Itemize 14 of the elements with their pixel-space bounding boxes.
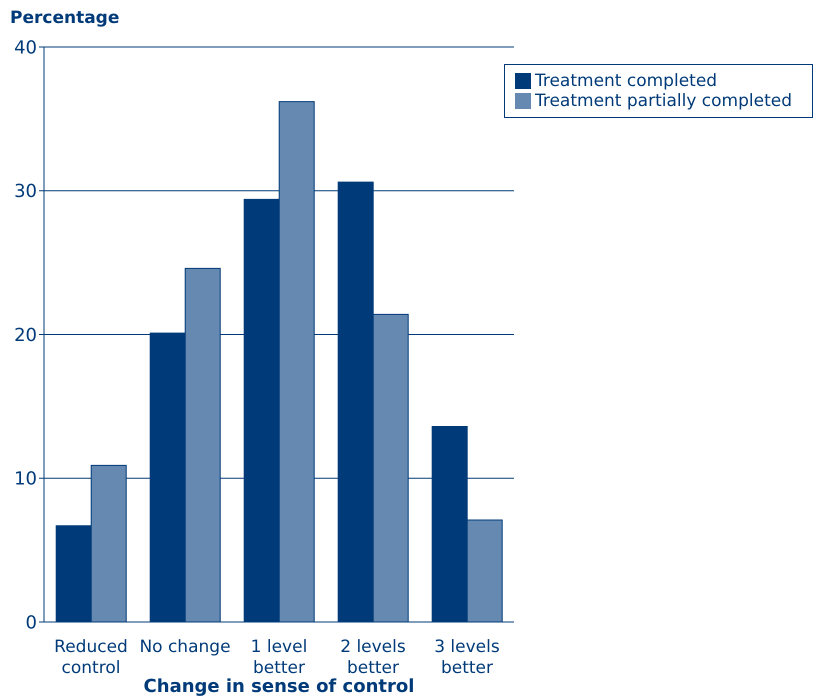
y-tick-label: 40 [14, 37, 37, 58]
x-tick-label: 3 levels better [434, 637, 500, 678]
y-tick-label: 20 [14, 324, 37, 346]
y-tick-label: 10 [14, 468, 37, 490]
y-tick-label: 0 [26, 612, 37, 634]
y-axis-title: Percentage [10, 8, 120, 28]
y-tick-label: 30 [14, 181, 37, 202]
x-axis-title: Change in sense of control [144, 676, 414, 697]
legend-label: Treatment partially completed [534, 91, 792, 111]
x-tick-label: 2 levels better [340, 637, 406, 678]
x-tick-label: 1 level better [250, 637, 308, 678]
legend-label: Treatment completed [534, 71, 718, 91]
x-tick-label: Reduced control [54, 637, 128, 678]
x-tick-label: No change [139, 637, 231, 657]
